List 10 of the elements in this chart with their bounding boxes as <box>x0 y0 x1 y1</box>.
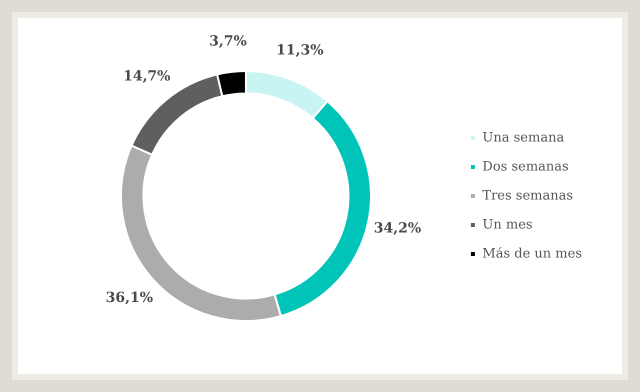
legend-label: Una semana <box>482 130 564 146</box>
data-label: 14,7% <box>123 68 170 85</box>
legend-label: Tres semanas <box>482 188 574 204</box>
data-label: 3,7% <box>209 34 247 50</box>
legend-label: Más de un mes <box>482 246 582 262</box>
data-label: 36,1% <box>106 290 154 306</box>
data-label: 11,3% <box>276 42 324 58</box>
data-label: 34,2% <box>374 220 422 236</box>
legend-label: Un mes <box>482 217 533 232</box>
legend-label: Dos semanas <box>482 159 569 174</box>
